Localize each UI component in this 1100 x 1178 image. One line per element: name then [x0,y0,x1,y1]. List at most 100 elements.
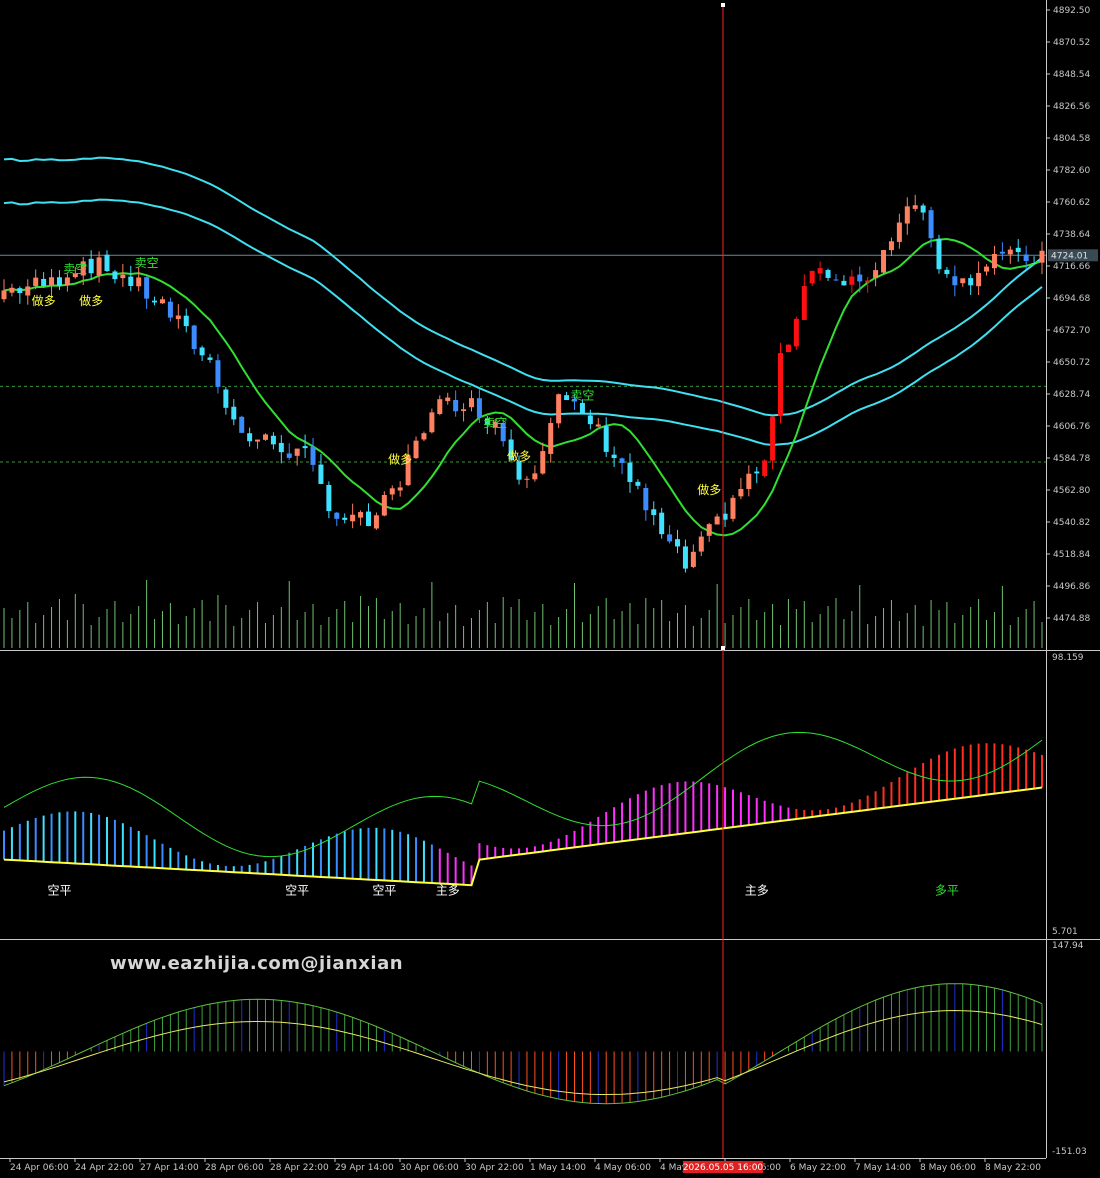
watermark-text: www.eazhijia.com@jianxian [110,953,404,974]
candle [690,544,696,568]
candle-body [778,353,784,416]
candle-body [1023,254,1029,261]
current-price-label: 4724.01 [1051,251,1088,261]
candle [516,455,522,485]
candle [152,296,158,306]
candle-body [849,276,855,285]
candle-body [445,397,451,402]
candle [358,510,364,526]
signal-label: 做多 [32,293,56,308]
signal-label: 做多 [697,482,721,497]
candle-body [881,250,887,273]
current-price-box [1048,249,1098,262]
candle [564,391,570,401]
candle [770,416,776,470]
candle [548,417,554,463]
time-axis-label: 27 Apr 14:00 [140,1163,199,1173]
candle [437,395,443,416]
candle-body [286,453,292,458]
time-axis-label: 1 May 14:00 [530,1163,586,1173]
candle [825,268,831,281]
candle [730,494,736,522]
oscillator-label: 主多 [745,883,769,897]
signal-label: 做多 [388,452,412,467]
candle [239,415,245,433]
candle [849,269,855,294]
candle-body [421,433,427,440]
candle-body [643,488,649,511]
candle-body [278,442,284,453]
price-axis-label: 4584.78 [1053,454,1090,464]
macd-line [3,983,1043,1105]
candle [904,197,910,235]
macd-panel[interactable] [3,983,1043,1105]
candle [461,403,467,422]
candle-body [500,423,506,442]
candle [611,446,617,467]
candle-body [270,435,276,445]
candle [262,433,268,441]
candle-body [968,278,974,286]
candle [405,444,411,487]
oscillator-label: 空平 [47,883,71,897]
candle-body [1007,249,1013,255]
oscillator-axis-label: 98.159 [1052,653,1084,663]
candle-body [342,517,348,520]
candle-body [698,536,704,552]
candle [247,427,253,447]
oscillator-label: 空平 [285,883,309,897]
candle [667,525,673,544]
candle [80,256,86,286]
candle [746,465,752,497]
candle [1007,246,1013,264]
oscillator-panel[interactable]: 空平 空平 空平 主多 主多 多平 [3,731,1043,897]
candle [635,479,641,490]
candle [841,275,847,286]
price-axis-label: 4672.70 [1053,326,1090,336]
candle-body [888,241,894,251]
candle [952,265,958,297]
candle-body [619,458,625,463]
candle [651,501,657,526]
candle-body [191,325,197,350]
axes: 4892.50 4870.52 4848.54 4826.56 4804.58 4782.… [9,6,1098,1173]
candle-body [1039,250,1045,263]
candle-body [651,509,657,516]
candle [572,393,578,411]
price-axis-label: 4782.60 [1053,166,1090,176]
candle [207,353,213,363]
candle-body [706,524,712,536]
candle [72,266,78,279]
crosshair-marker [721,646,725,650]
candle [96,251,102,283]
candle-body [564,395,570,401]
candle-body [960,278,966,284]
macd-axis-label: 147.94 [1052,941,1084,951]
candle [231,399,237,426]
candle-body [302,446,308,449]
price-axis-label: 4716.66 [1053,262,1090,272]
candle [9,283,15,297]
candle-body [365,511,371,527]
candle-body [984,266,990,272]
time-axis-label: 24 Apr 06:00 [10,1163,69,1173]
candle [468,390,474,412]
candle [421,431,427,442]
candle [809,270,815,287]
candle-body [453,399,459,412]
candle-body [833,279,839,281]
price-axis-label: 4870.52 [1053,38,1090,48]
candle [976,261,982,296]
candle [25,279,31,305]
candle-body [49,277,55,286]
candle [64,273,70,292]
candle-body [896,222,902,242]
candle [255,439,261,449]
candle [896,213,902,249]
time-axis-label: 30 Apr 06:00 [400,1163,459,1173]
candle-body [904,206,910,224]
candle [595,418,601,427]
candle-body [167,301,173,318]
